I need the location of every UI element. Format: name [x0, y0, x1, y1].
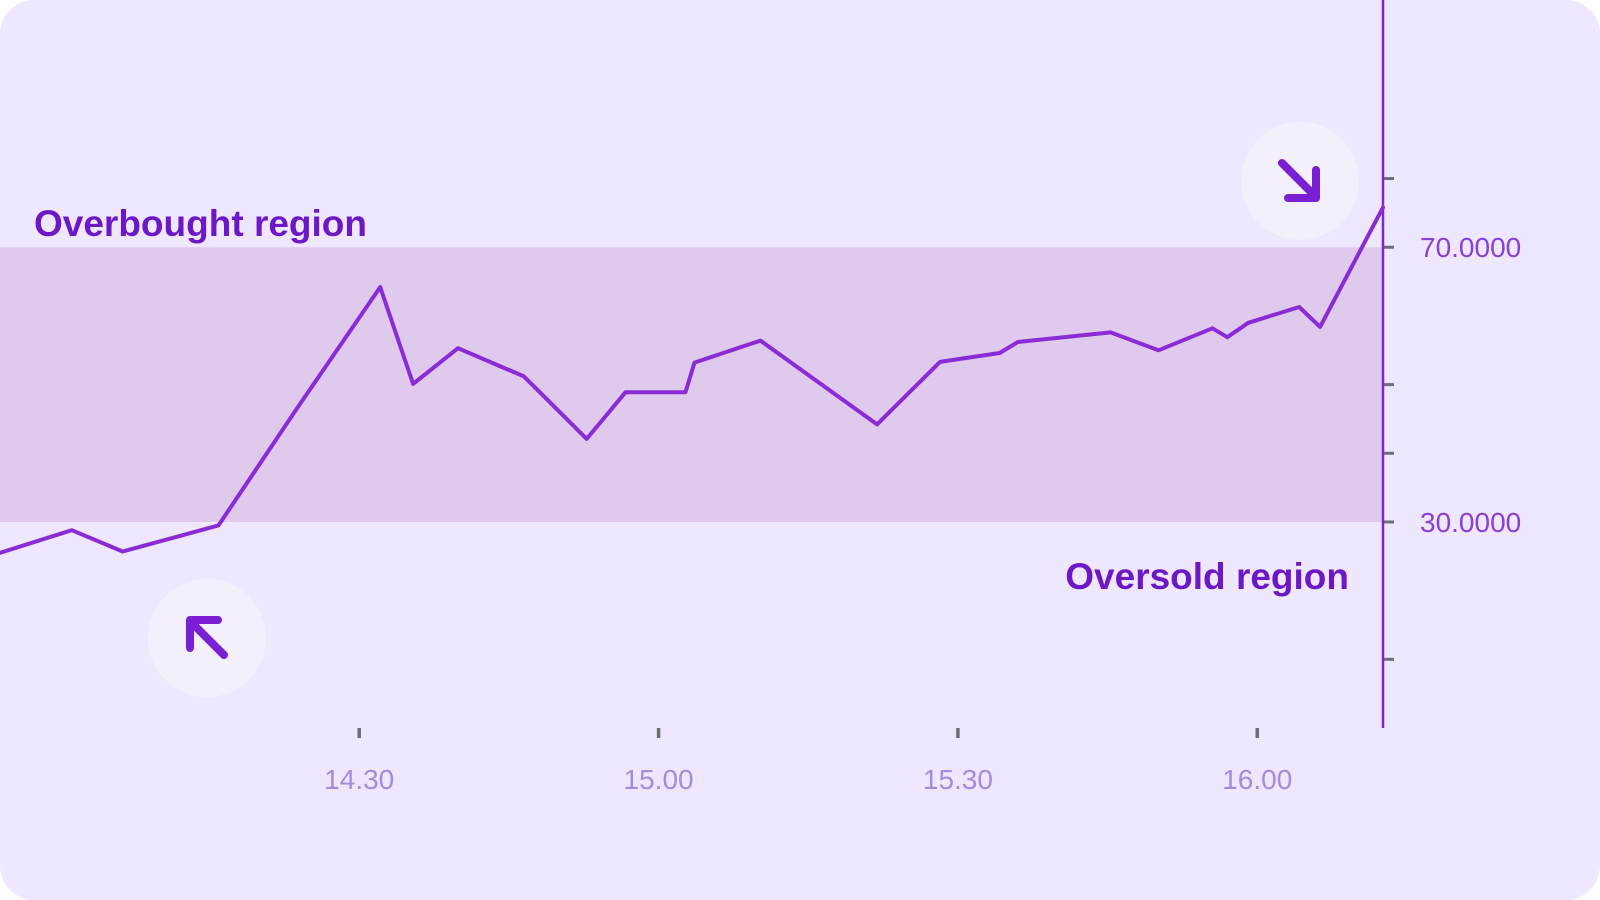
x-tick-label: 14.30 [324, 764, 394, 795]
arrow-down-right-icon [1241, 122, 1359, 240]
x-axis-ticks: 14.30 15.00 15.30 16.00 [324, 728, 1292, 795]
x-tick-label: 16.00 [1222, 764, 1292, 795]
y-axis-ticks: 70.0000 30.0000 [1383, 177, 1521, 661]
overbought-region-label: Overbought region [34, 203, 367, 244]
x-tick-label: 15.00 [624, 764, 694, 795]
series-line-rsi [0, 205, 1385, 555]
y-tick-label: 70.0000 [1420, 232, 1521, 263]
oversold-region-label: Oversold region [1065, 556, 1349, 597]
overbought-band [0, 247, 1383, 522]
arrow-up-left-icon [148, 579, 266, 697]
x-tick-label: 15.30 [923, 764, 993, 795]
y-tick-label: 30.0000 [1420, 507, 1521, 538]
